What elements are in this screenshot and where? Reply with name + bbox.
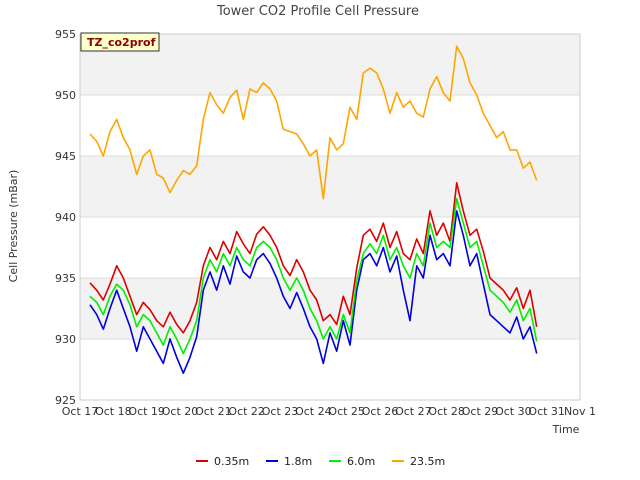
- legend-entry: 23.5m: [410, 455, 445, 468]
- x-tick-label: Nov 1: [564, 405, 596, 418]
- background-bands: [80, 33, 580, 401]
- series-line-1.8m: [89, 210, 538, 375]
- y-tick-label: 950: [55, 89, 76, 102]
- plot-area: [79, 33, 581, 401]
- x-axis-label: Time: [552, 423, 580, 436]
- x-tick-label: Oct 21: [195, 405, 232, 418]
- x-tick-label: Oct 30: [495, 405, 532, 418]
- series-line-0.35m: [89, 182, 538, 334]
- series-lines: [89, 45, 538, 375]
- y-tick-label: 945: [55, 150, 76, 163]
- x-tick-label: Oct 29: [462, 405, 499, 418]
- x-tick-label: Oct 31: [528, 405, 565, 418]
- y-tick-label: 955: [55, 28, 76, 41]
- x-tick-label: Oct 20: [162, 405, 199, 418]
- chart-title: Tower CO2 Profile Cell Pressure: [216, 4, 419, 19]
- x-tick-label: Oct 23: [262, 405, 299, 418]
- x-tick-label: Oct 25: [328, 405, 365, 418]
- legend-entry: 6.0m: [347, 455, 375, 468]
- station-tag: TZ_co2prof: [80, 32, 160, 52]
- x-tick-label: Oct 24: [295, 405, 332, 418]
- y-tick-label: 925: [55, 394, 76, 407]
- series-line-23.5m: [89, 45, 538, 200]
- background-band: [80, 156, 580, 217]
- station-tag-box: [80, 32, 160, 52]
- x-tick-label: Oct 27: [395, 405, 432, 418]
- x-tick-label: Oct 22: [228, 405, 265, 418]
- x-tick-label: Oct 19: [128, 405, 165, 418]
- x-tick-label: Oct 28: [428, 405, 465, 418]
- legend-entry: 1.8m: [284, 455, 312, 468]
- background-band: [80, 278, 580, 339]
- x-tick-label: Oct 26: [362, 405, 399, 418]
- x-tick-label: Oct 18: [95, 405, 132, 418]
- background-band: [80, 34, 580, 95]
- y-axis-ticks: 925 930 935 940 945 950 955: [55, 28, 76, 407]
- x-tick-label: Oct 17: [62, 405, 99, 418]
- legend: 0.35m 1.8m 6.0m 23.5m: [196, 455, 445, 468]
- legend-entry: 0.35m: [214, 455, 249, 468]
- series-line-6.0m: [89, 197, 538, 355]
- y-tick-label: 930: [55, 333, 76, 346]
- y-axis-label: Cell Pressure (mBar): [7, 170, 20, 283]
- y-tick-label: 940: [55, 211, 76, 224]
- y-tick-label: 935: [55, 272, 76, 285]
- station-tag-label: TZ_co2prof: [87, 36, 156, 49]
